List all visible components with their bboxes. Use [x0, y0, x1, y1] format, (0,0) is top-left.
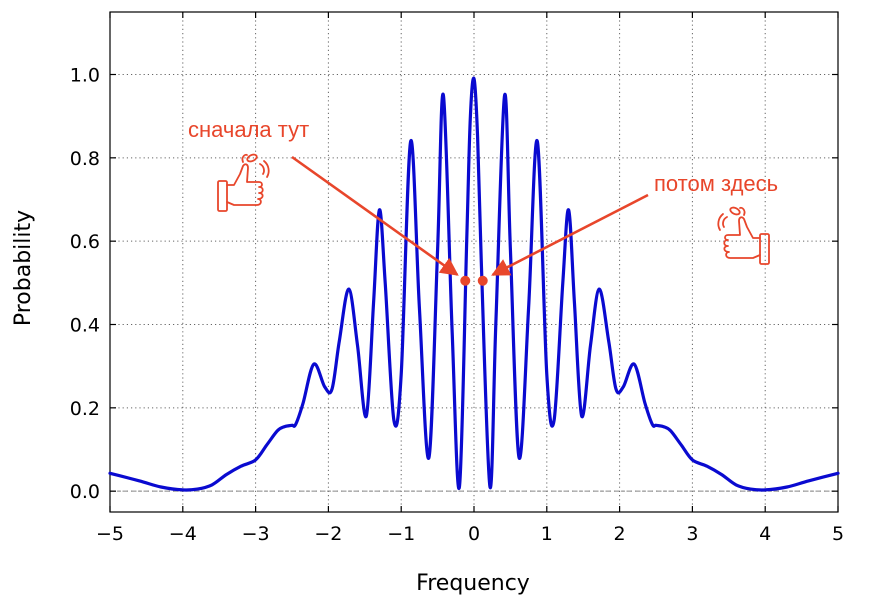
x-tick-label: −1: [387, 523, 415, 545]
markers: [460, 275, 488, 286]
x-tick-label: −5: [96, 523, 124, 545]
x-tick-label: 4: [759, 523, 771, 545]
y-tick-labels: 0.0 0.2 0.4 0.6 0.8 1.0: [70, 65, 100, 504]
y-tick-label: 0.2: [70, 398, 100, 420]
annotation-first-label: сначала тут: [188, 117, 309, 142]
marker-point: [477, 275, 488, 286]
x-tick-label: −3: [242, 523, 270, 545]
marker-point: [460, 275, 471, 286]
y-tick-label: 1.0: [70, 65, 100, 87]
y-tick-label: 0.4: [70, 315, 100, 337]
x-tick-label: 2: [614, 523, 626, 545]
thumb-up-with-coin-icon: [717, 206, 770, 265]
axis-ticks: [109, 12, 839, 512]
y-tick-label: 0.6: [70, 231, 100, 253]
series-line: [108, 76, 840, 492]
thumb-up-with-coin-icon: [217, 153, 270, 212]
annotation-second-label: потом здесь: [654, 171, 778, 196]
x-tick-label: 1: [541, 523, 553, 545]
x-tick-label: −2: [314, 523, 342, 545]
x-tick-label: −4: [169, 523, 197, 545]
x-tick-label: 5: [832, 523, 844, 545]
x-axis-title: Frequency: [416, 571, 530, 596]
x-tick-label: 3: [686, 523, 698, 545]
annotation-arrow-second: [491, 193, 649, 276]
x-tick-labels: −5 −4 −3 −2 −1 0 1 2 3 4 5: [96, 523, 844, 545]
y-axis-title: Probability: [11, 210, 36, 326]
x-tick-label: 0: [468, 523, 480, 545]
y-tick-label: 0.0: [70, 481, 100, 503]
annotation-arrow-first: [291, 155, 459, 276]
y-tick-label: 0.8: [70, 148, 100, 170]
